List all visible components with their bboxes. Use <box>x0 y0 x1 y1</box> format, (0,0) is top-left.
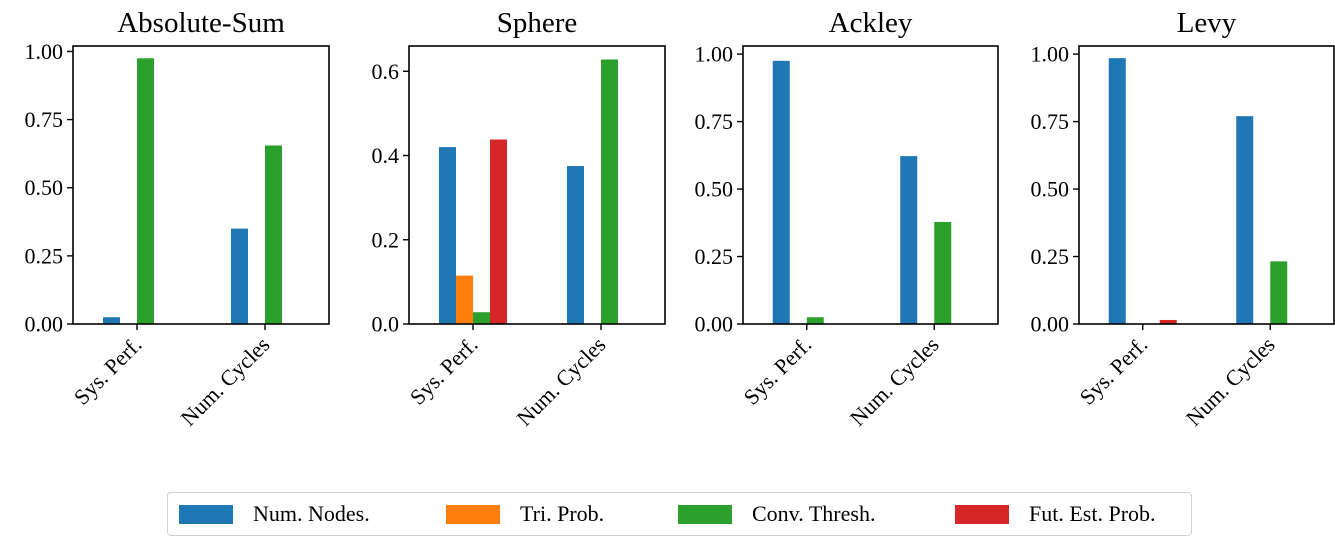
bar-conv-thresh-sys-perf <box>473 312 490 324</box>
y-tick-label: 0.4 <box>372 143 400 168</box>
x-tick-label-num-cycles: Num. Cycles <box>512 332 611 431</box>
y-tick-label: 0.00 <box>1031 312 1070 337</box>
x-tick-label-num-cycles: Num. Cycles <box>1181 332 1280 431</box>
bar-conv-thresh-num-cycles <box>1270 261 1288 324</box>
y-tick-label: 0.25 <box>695 244 734 269</box>
legend-label-num-nodes: Num. Nodes. <box>253 501 370 526</box>
y-tick-label: 0.25 <box>1031 244 1070 269</box>
bar-num-nodes-sys-perf <box>103 317 120 324</box>
x-tick-label-num-cycles: Num. Cycles <box>845 332 944 431</box>
y-tick-label: 0.00 <box>695 312 734 337</box>
bar-conv-thresh-sys-perf <box>806 317 824 324</box>
bar-conv-thresh-num-cycles <box>265 145 282 324</box>
chart-title: Absolute-Sum <box>117 7 285 39</box>
plot-frame <box>1078 45 1335 325</box>
legend-item-fut-est-prob: Fut. Est. Prob. <box>955 501 1156 526</box>
x-tick-label-sys-perf: Sys. Perf. <box>739 332 817 410</box>
y-tick-label: 1.00 <box>25 39 64 64</box>
chart-panel-absolute-sum: Absolute-Sum 0.00 0.25 0.50 0.75 1.00 Sys. Per… <box>25 7 330 431</box>
y-tick-label: 0.2 <box>372 227 400 252</box>
bar-num-nodes-num-cycles <box>567 166 584 324</box>
plot-frame <box>742 45 999 325</box>
chart-title: Levy <box>1177 7 1237 39</box>
bar-conv-thresh-num-cycles <box>934 221 952 324</box>
plot-frame <box>72 45 330 325</box>
bar-fut-est-prob-sys-perf <box>490 139 507 324</box>
x-tick-label-sys-perf: Sys. Perf. <box>69 332 147 410</box>
legend-swatch-tri-prob <box>446 504 500 524</box>
legend-label-fut-est-prob: Fut. Est. Prob. <box>1029 501 1156 526</box>
bar-conv-thresh-num-cycles <box>601 59 618 324</box>
x-tick-label-sys-perf: Sys. Perf. <box>405 332 483 410</box>
bar-num-nodes-sys-perf <box>1108 58 1126 325</box>
y-tick-label: 0.75 <box>1031 109 1070 134</box>
y-tick-label: 0.75 <box>25 107 64 132</box>
bar-num-nodes-num-cycles <box>1236 116 1254 324</box>
chart-title: Sphere <box>497 7 578 39</box>
x-tick-label-num-cycles: Num. Cycles <box>176 332 275 431</box>
y-tick-label: 1.00 <box>695 42 734 67</box>
legend-swatch-fut-est-prob <box>955 504 1009 524</box>
legend: Num. Nodes. Tri. Prob. Conv. Thresh. Fut… <box>167 492 1192 536</box>
chart-panel-ackley: Ackley 0.00 0.25 0.50 0.75 1.00 Sys. Perf. Num.… <box>695 7 999 431</box>
y-tick-label: 0.00 <box>25 312 64 337</box>
legend-swatch-conv-thresh <box>678 504 732 524</box>
bar-fut-est-prob-sys-perf <box>1159 319 1177 324</box>
y-tick-label: 0.6 <box>372 59 400 84</box>
y-tick-label: 0.25 <box>25 243 64 268</box>
legend-label-conv-thresh: Conv. Thresh. <box>752 501 876 526</box>
bar-num-nodes-sys-perf <box>772 60 790 325</box>
chart-panel-levy: Levy 0.00 0.25 0.50 0.75 1.00 Sys. Perf. Num. C… <box>1031 7 1335 431</box>
chart-panel-sphere: Sphere 0.0 0.2 0.4 0.6 Sys. Perf. Num. Cycles <box>372 7 666 431</box>
y-tick-label: 0.0 <box>372 312 400 337</box>
chart-title: Ackley <box>829 7 913 39</box>
bar-num-nodes-sys-perf <box>439 147 456 324</box>
y-tick-label: 0.75 <box>695 109 734 134</box>
bar-num-nodes-num-cycles <box>231 228 248 324</box>
legend-swatch-num-nodes <box>179 504 233 524</box>
y-tick-label: 1.00 <box>1031 42 1070 67</box>
legend-label-tri-prob: Tri. Prob. <box>520 501 605 526</box>
y-tick-label: 0.50 <box>695 177 734 202</box>
y-tick-label: 0.50 <box>25 175 64 200</box>
bar-num-nodes-num-cycles <box>900 156 918 324</box>
x-tick-label-sys-perf: Sys. Perf. <box>1075 332 1153 410</box>
bar-tri-prob-sys-perf <box>456 275 473 324</box>
legend-item-conv-thresh: Conv. Thresh. <box>678 501 876 526</box>
legend-item-tri-prob: Tri. Prob. <box>446 501 605 526</box>
legend-item-num-nodes: Num. Nodes. <box>179 501 370 526</box>
y-tick-label: 0.50 <box>1031 177 1070 202</box>
plot-frame <box>408 45 666 325</box>
bar-conv-thresh-sys-perf <box>137 58 154 324</box>
